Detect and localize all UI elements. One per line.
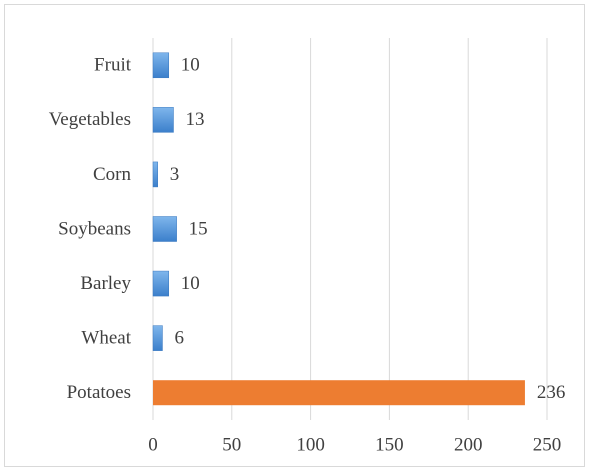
y-tick-label: Corn (93, 164, 132, 185)
data-label: 3 (170, 164, 180, 185)
data-label: 236 (537, 382, 566, 403)
bar (152, 52, 170, 79)
data-label: 6 (174, 328, 184, 349)
y-tick-label: Potatoes (67, 382, 131, 403)
x-tick-label: 50 (222, 434, 241, 455)
bar (152, 216, 177, 242)
y-tick-label: Wheat (81, 328, 131, 349)
bar (152, 161, 158, 188)
bar (152, 270, 170, 297)
x-tick-label: 250 (533, 434, 562, 455)
x-tick-label: 150 (375, 434, 404, 455)
data-label: 10 (181, 55, 200, 76)
y-tick-label: Soybeans (58, 218, 131, 239)
x-tick-label: 0 (148, 434, 158, 455)
bar (153, 380, 525, 406)
bar (152, 107, 174, 133)
data-label: 10 (181, 273, 200, 294)
y-tick-label: Fruit (94, 55, 132, 76)
y-tick-label: Vegetables (49, 109, 131, 130)
y-tick-label: Barley (80, 273, 131, 294)
x-tick-label: 100 (296, 434, 325, 455)
data-label: 15 (189, 218, 208, 239)
data-label: 13 (185, 109, 204, 130)
bar (152, 325, 163, 351)
x-tick-label: 200 (454, 434, 483, 455)
